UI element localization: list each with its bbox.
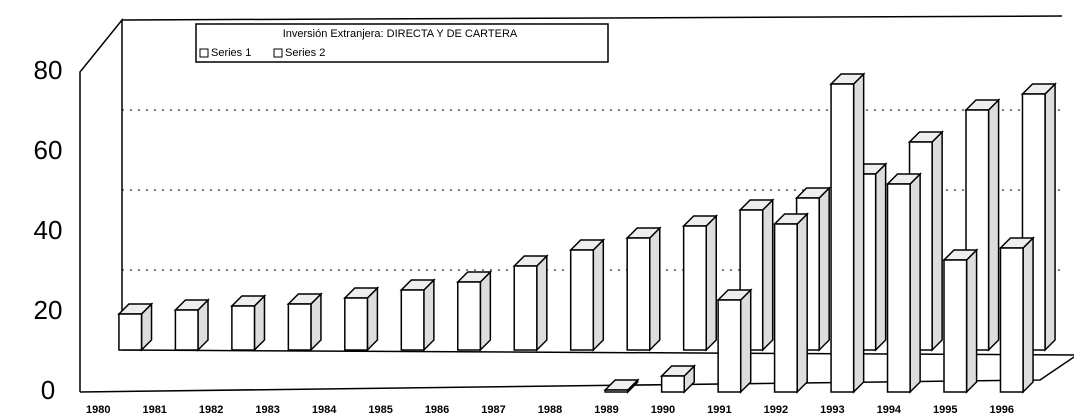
bar (231, 305, 256, 351)
bar-side (739, 288, 752, 394)
bar-side (852, 72, 865, 394)
bar-top (603, 379, 640, 391)
bar-side (423, 278, 435, 352)
bar (943, 259, 968, 393)
legend-label: Series 1 (211, 47, 251, 59)
bar (773, 223, 798, 393)
x-tick-label: 1986 (425, 404, 449, 416)
x-tick-label: 1990 (651, 404, 675, 416)
bar (344, 297, 369, 351)
bar-side (818, 186, 830, 352)
legend-box (195, 23, 609, 63)
y-tick-label: 40 (34, 215, 63, 245)
y-tick-label: 60 (34, 135, 63, 165)
axis-wall (79, 17, 123, 392)
bar-side (909, 172, 921, 394)
bar (660, 375, 685, 393)
floor (79, 349, 1074, 393)
bar-side (874, 162, 887, 352)
legend-label: Series 2 (285, 47, 325, 59)
x-tick-label: 1995 (933, 404, 957, 416)
x-tick-label: 1992 (764, 404, 788, 416)
bar (999, 247, 1024, 393)
bar (886, 183, 911, 393)
bar (604, 389, 629, 393)
x-tick-label: 1982 (199, 404, 223, 416)
bar (513, 265, 538, 351)
bar (682, 225, 707, 351)
bar-side (987, 98, 1000, 352)
bar (118, 313, 143, 351)
bar-side (1022, 236, 1034, 394)
x-tick-label: 1983 (255, 404, 279, 416)
x-tick-label: 1985 (368, 404, 392, 416)
bar (174, 309, 199, 351)
bar (400, 289, 425, 351)
x-tick-label: 1980 (86, 404, 110, 416)
bar-side (931, 130, 943, 352)
bar (717, 299, 742, 393)
bar (457, 281, 482, 351)
chart-title: Inversión Extranjera: DIRECTA Y DE CARTE… (283, 28, 518, 40)
bar (626, 237, 651, 351)
bar (830, 83, 855, 393)
y-tick-label: 0 (41, 375, 55, 405)
y-tick-label: 20 (34, 295, 63, 325)
bar-side (592, 238, 605, 352)
x-tick-label: 1981 (142, 404, 166, 416)
bar-side (705, 214, 717, 352)
bar (287, 303, 312, 351)
y-tick-label: 80 (34, 55, 63, 85)
x-tick-label: 1993 (820, 404, 844, 416)
x-tick-label: 1984 (312, 404, 337, 416)
x-tick-label: 1987 (481, 404, 505, 416)
x-tick-label: 1988 (538, 404, 562, 416)
bar-side (536, 254, 548, 352)
back-top (121, 15, 1063, 21)
bar-side (761, 198, 774, 352)
x-tick-label: 1989 (594, 404, 618, 416)
bar-side (796, 212, 808, 394)
bar-side (479, 270, 492, 352)
bar-side (1044, 82, 1056, 352)
bar-side (649, 226, 661, 352)
bar (569, 249, 595, 351)
bar-side (965, 248, 978, 394)
x-tick-label: 1994 (877, 404, 902, 416)
x-tick-label: 1991 (707, 404, 731, 416)
legend-swatch (273, 48, 283, 58)
legend-swatch (199, 48, 209, 58)
x-tick-label: 1996 (990, 404, 1014, 416)
